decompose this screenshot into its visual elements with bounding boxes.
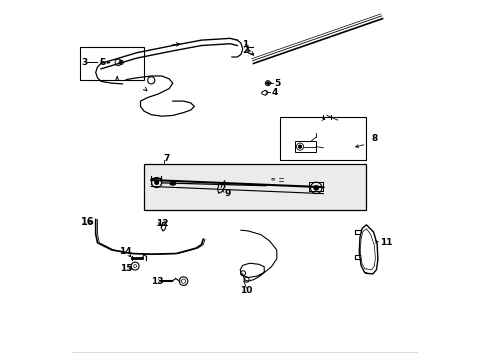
Text: 6: 6 xyxy=(99,58,105,67)
Text: 15: 15 xyxy=(120,264,132,273)
Text: 9: 9 xyxy=(224,189,231,198)
Circle shape xyxy=(298,145,301,148)
Text: 7: 7 xyxy=(163,154,170,163)
Bar xyxy=(280,117,366,160)
Text: 1: 1 xyxy=(242,40,248,49)
Bar xyxy=(80,47,144,80)
Text: 12: 12 xyxy=(155,219,168,228)
Circle shape xyxy=(313,186,318,190)
Text: 13: 13 xyxy=(150,276,163,285)
Text: 16: 16 xyxy=(81,217,95,227)
Circle shape xyxy=(266,82,268,84)
Text: 10: 10 xyxy=(240,285,252,294)
Text: 11: 11 xyxy=(379,238,392,247)
Text: 8: 8 xyxy=(371,134,377,143)
Text: 14: 14 xyxy=(119,247,131,256)
Circle shape xyxy=(120,62,122,63)
Text: 2: 2 xyxy=(242,46,248,55)
Text: 3: 3 xyxy=(81,58,87,67)
Text: 5: 5 xyxy=(274,79,280,88)
Text: 4: 4 xyxy=(271,88,277,97)
Bar xyxy=(144,164,366,211)
Ellipse shape xyxy=(170,182,175,185)
Circle shape xyxy=(155,181,158,184)
